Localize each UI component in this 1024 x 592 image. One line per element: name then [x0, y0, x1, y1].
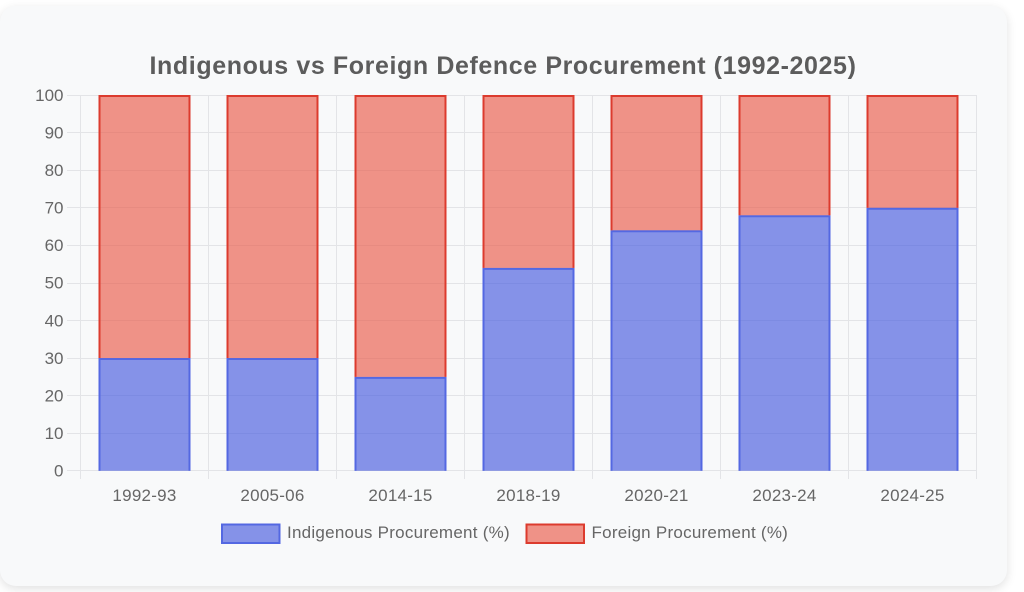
svg-text:10: 10	[45, 424, 64, 443]
svg-text:1992-93: 1992-93	[112, 486, 176, 505]
svg-text:2018-19: 2018-19	[496, 486, 560, 505]
svg-text:60: 60	[45, 236, 64, 255]
svg-text:80: 80	[45, 161, 64, 180]
svg-text:Indigenous vs Foreign Defence: Indigenous vs Foreign Defence Procuremen…	[149, 52, 856, 80]
svg-text:30: 30	[45, 349, 64, 368]
svg-text:50: 50	[45, 274, 64, 293]
svg-text:90: 90	[45, 123, 64, 142]
svg-text:70: 70	[45, 199, 64, 218]
svg-text:2024-25: 2024-25	[880, 486, 944, 505]
svg-text:2005-06: 2005-06	[240, 486, 304, 505]
svg-text:100: 100	[35, 86, 63, 105]
svg-text:2023-24: 2023-24	[752, 486, 816, 505]
svg-text:20: 20	[45, 386, 64, 405]
svg-text:40: 40	[45, 311, 64, 330]
svg-text:Foreign Procurement (%): Foreign Procurement (%)	[592, 523, 789, 542]
svg-text:Indigenous Procurement (%): Indigenous Procurement (%)	[287, 523, 510, 542]
svg-text:0: 0	[54, 462, 63, 481]
svg-text:2014-15: 2014-15	[368, 486, 432, 505]
svg-text:2020-21: 2020-21	[624, 486, 688, 505]
